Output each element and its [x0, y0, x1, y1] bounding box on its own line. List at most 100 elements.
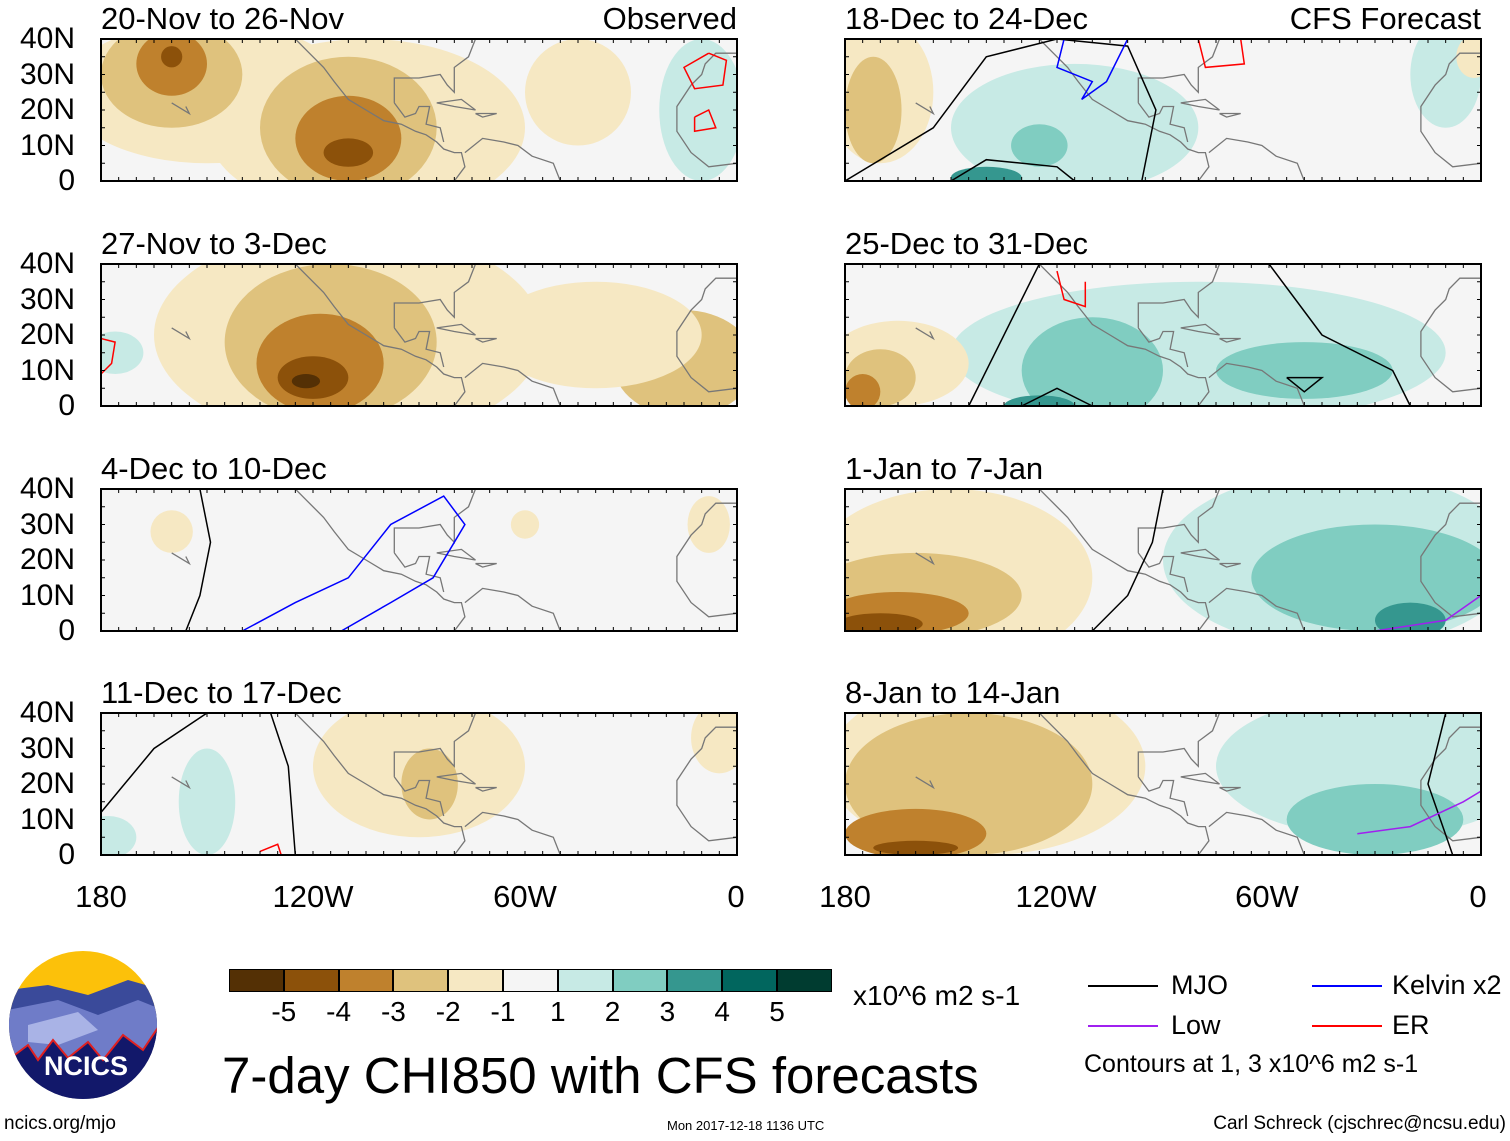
lat-label: 30N — [19, 731, 75, 765]
colorbar-swatch — [557, 969, 613, 992]
wave-contour — [1374, 594, 1482, 632]
legend-low-label: Low — [1171, 1010, 1221, 1040]
anomaly-shading — [846, 374, 881, 407]
anomaly-shading — [510, 510, 540, 539]
legend-mjo-line — [1088, 985, 1158, 987]
anomaly-shading — [846, 56, 902, 164]
anomaly-shading — [323, 138, 374, 167]
coastline — [171, 776, 191, 790]
coastline — [393, 265, 476, 328]
coastline — [915, 776, 935, 790]
lat-label: 0 — [58, 614, 75, 647]
lon-label: 180 — [75, 879, 127, 914]
colorbar-swatch — [722, 969, 777, 992]
coastline — [1039, 714, 1210, 856]
lat-label: 10N — [19, 802, 75, 836]
lat-label: 20N — [19, 543, 75, 576]
map-panel — [100, 263, 738, 407]
lat-label: 30N — [19, 57, 75, 91]
colorbar-swatch — [448, 969, 503, 992]
wave-contour — [241, 495, 466, 632]
lon-label: 60W — [493, 879, 557, 914]
colorbar-swatch — [338, 969, 394, 992]
anomaly-shading — [401, 748, 458, 820]
lon-label: 180 — [819, 879, 871, 914]
lon-label: 0 — [727, 879, 745, 914]
legend-kelvin-line — [1312, 985, 1382, 987]
lon-label: 120W — [272, 879, 354, 914]
wave-contour — [1286, 376, 1325, 393]
lon-label: 0 — [1469, 879, 1487, 914]
coastline — [1208, 137, 1305, 182]
map-panel — [844, 38, 1482, 182]
wave-contour — [1091, 490, 1164, 632]
map-panel — [844, 712, 1482, 856]
map-panel — [844, 263, 1482, 407]
coastline — [1039, 490, 1210, 632]
coastline — [915, 552, 935, 566]
coastline — [1137, 40, 1220, 103]
anomaly-shading — [1456, 40, 1482, 79]
anomaly-shading — [525, 40, 631, 146]
lat-label: 30N — [19, 282, 75, 316]
credit: Carl Schreck (cjschrec@ncsu.edu) — [1213, 1113, 1506, 1134]
coastline — [1219, 112, 1241, 118]
anomaly-shading — [489, 281, 702, 389]
coastline — [1137, 490, 1220, 553]
map-background — [102, 490, 737, 631]
coastline — [464, 362, 561, 407]
coastline — [676, 502, 738, 618]
anomaly-shading — [1021, 317, 1163, 407]
map-panel — [844, 488, 1482, 632]
anomaly-shading — [846, 613, 923, 632]
timestamp: Mon 2017-12-18 1136 UTC — [667, 1118, 825, 1133]
coastline — [393, 40, 476, 103]
coastline — [1180, 323, 1220, 336]
colorbar-tick: 5 — [769, 996, 785, 1027]
wave-contour — [1021, 387, 1093, 407]
colorbar-tick: -1 — [490, 996, 516, 1027]
coastline — [1420, 502, 1482, 618]
anomaly-shading — [1011, 124, 1068, 167]
colorbar-swatch — [667, 969, 723, 992]
coastline — [393, 327, 445, 368]
lat-label: 10N — [19, 353, 75, 387]
contour-note: Contours at 1, 3 x10^6 m2 s-1 — [1084, 1050, 1419, 1078]
coastline — [1039, 265, 1210, 407]
colorbar-units: x10^6 m2 s-1 — [853, 980, 1021, 1011]
wave-contour — [683, 52, 728, 90]
lat-label: 0 — [58, 838, 75, 871]
panel-title: 20-Nov to 26-Nov — [101, 1, 344, 36]
lat-label: 20N — [19, 318, 75, 351]
coastline — [171, 327, 191, 341]
wave-contour — [1056, 270, 1087, 308]
wave-contour — [1056, 40, 1129, 101]
anomaly-shading — [161, 46, 183, 68]
lat-label: 0 — [58, 389, 75, 422]
anomaly-shading — [291, 374, 321, 389]
website-link[interactable]: ncics.org/mjo — [4, 1113, 116, 1134]
lat-label: 20N — [19, 93, 75, 126]
lat-label: 10N — [19, 578, 75, 612]
legend-kelvin-label: Kelvin x2 — [1392, 970, 1502, 1000]
lat-label: 0 — [58, 164, 75, 197]
coastline — [475, 112, 497, 118]
lat-label: 40N — [19, 22, 75, 55]
legend-low-line — [1088, 1025, 1158, 1027]
colorbar-tick: 1 — [550, 996, 566, 1027]
wave-contour — [950, 158, 1076, 182]
colorbar-tick: -4 — [326, 996, 352, 1027]
coastline — [464, 137, 561, 182]
colorbar-tick: -2 — [435, 996, 461, 1027]
map-panel — [100, 488, 738, 632]
lat-label: 40N — [19, 472, 75, 505]
legend-mjo-label: MJO — [1171, 970, 1228, 1000]
panel-tag: Observed — [602, 1, 737, 36]
figure-title: 7-day CHI850 with CFS forecasts — [222, 1047, 979, 1104]
coastline — [295, 714, 466, 856]
wave-contour — [270, 714, 297, 856]
lat-label: 20N — [19, 767, 75, 800]
coastline — [1420, 277, 1482, 393]
colorbar-tick: -5 — [271, 996, 297, 1027]
